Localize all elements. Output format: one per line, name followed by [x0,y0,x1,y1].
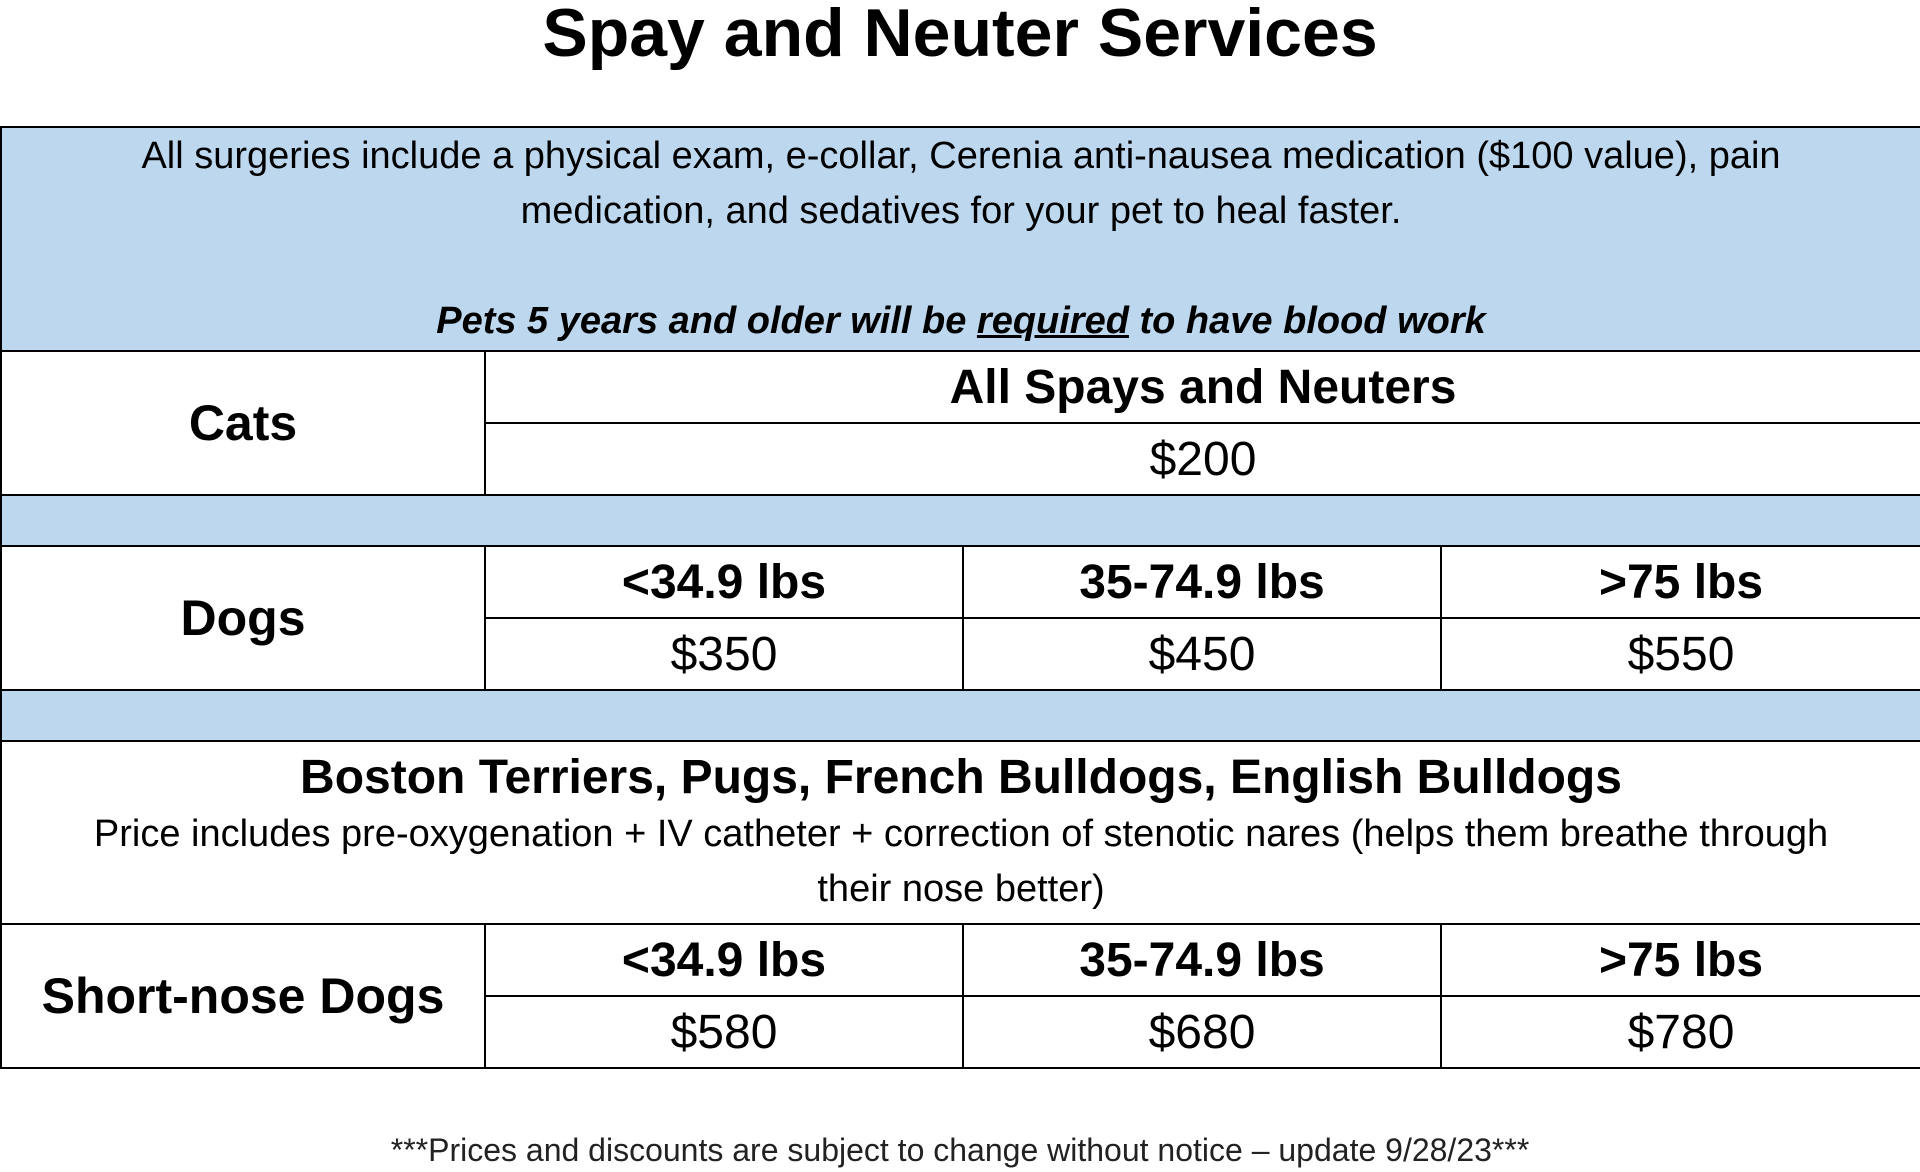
dogs-price-large: $550 [1439,617,1920,691]
dogs-price-small: $350 [484,617,964,691]
cats-label: Cats [0,350,486,496]
short-nose-weight-large: >75 lbs [1439,923,1920,997]
breeds-title: Boston Terriers, Pugs, French Bulldogs, … [300,750,1622,804]
intro-text: All surgeries include a physical exam, e… [141,135,1781,232]
short-nose-price-medium: $680 [962,995,1442,1069]
dogs-weight-large: >75 lbs [1439,545,1920,619]
separator-band [0,689,1920,742]
separator-band [0,494,1920,547]
cats-header: All Spays and Neuters [483,350,1920,424]
price-table: All surgeries include a physical exam, e… [0,126,1920,1069]
breeds-description: Price includes pre-oxygenation + IV cath… [93,812,1829,910]
dogs-price-medium: $450 [962,617,1442,691]
short-nose-price-small: $580 [484,995,964,1069]
dogs-weight-medium: 35-74.9 lbs [962,545,1442,619]
cats-price: $200 [483,422,1920,496]
short-nose-breeds-info: Boston Terriers, Pugs, French Bulldogs, … [0,740,1920,925]
page-title: Spay and Neuter Services [542,0,1378,71]
short-nose-weight-small: <34.9 lbs [484,923,964,997]
blood-work-note: Pets 5 years and older will be required … [436,300,1486,342]
required-emphasis: required [976,300,1129,342]
short-nose-price-large: $780 [1439,995,1920,1069]
short-nose-weight-medium: 35-74.9 lbs [962,923,1442,997]
dogs-weight-small: <34.9 lbs [484,545,964,619]
intro-banner: All surgeries include a physical exam, e… [0,126,1920,352]
footer-disclaimer: ***Prices and discounts are subject to c… [390,1132,1530,1168]
short-nose-dogs-label: Short-nose Dogs [0,923,486,1069]
dogs-label: Dogs [0,545,486,691]
